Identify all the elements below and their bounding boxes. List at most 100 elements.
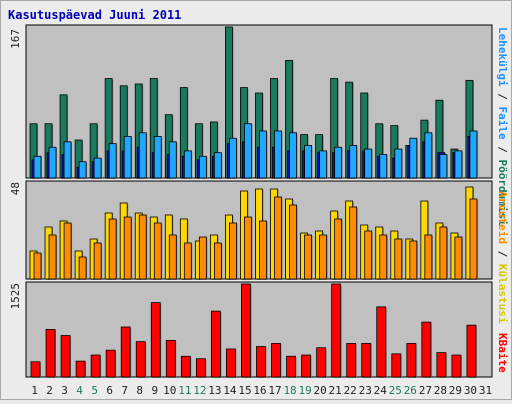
x-axis-ticks: 1 2 3 4 5 6 7 8 9 10 11 12 13 14 15 16 17 18 19 20 21 22 23 24 2…: [31, 384, 492, 397]
bar-sites-day-29: [454, 236, 463, 280]
x-tick-label-26: 26: [404, 384, 417, 397]
bar-kbytes-day-5: [90, 354, 102, 378]
x-tick-label-24: 24: [374, 384, 388, 397]
bar-kbytes-day-21: [331, 283, 342, 378]
x-tick-label-10: 10: [163, 384, 176, 397]
bar-kbytes-day-12: [195, 358, 207, 378]
legend-part-3: Külastusi: [496, 264, 509, 324]
bar-files-day-2: [48, 146, 58, 179]
x-tick-label-25: 25: [389, 384, 402, 397]
bar-kbytes-day-29: [451, 354, 462, 378]
bar-kbytes-day-11: [180, 355, 192, 378]
bar-kbytes-day-28: [436, 352, 447, 378]
x-tick-label-3: 3: [61, 384, 68, 397]
x-tick-label-31: 31: [479, 384, 492, 397]
bar-sites-day-1: [33, 252, 42, 280]
bar-kbytes-day-14: [226, 348, 237, 378]
bar-files-day-15: [244, 123, 253, 179]
bar-files-day-19: [304, 145, 313, 179]
bar-files-day-23: [364, 148, 373, 179]
x-tick-label-1: 1: [31, 384, 38, 397]
bar-kbytes-day-19: [301, 354, 312, 378]
bar-sites-day-13: [213, 242, 223, 280]
legend-part-1: KBaite: [496, 333, 509, 373]
bar-sites-day-10: [168, 234, 178, 280]
bar-sites-day-20: [319, 234, 328, 280]
bar-sites-day-26: [409, 240, 418, 280]
bar-sites-day-21: [334, 218, 343, 280]
bar-files-day-22: [349, 145, 358, 179]
x-tick-label-9: 9: [151, 384, 158, 397]
bar-kbytes-day-7: [120, 326, 132, 378]
bar-files-day-18: [289, 132, 298, 179]
bar-kbytes-day-23: [361, 343, 372, 378]
bar-sites-day-11: [183, 242, 193, 280]
bar-kbytes-day-25: [391, 353, 402, 378]
bar-files-day-20: [319, 150, 328, 179]
bar-sites-day-9: [153, 222, 163, 280]
legend-part-1: Arvuteid: [496, 191, 509, 244]
x-tick-label-6: 6: [106, 384, 113, 397]
bar-files-day-28: [439, 154, 448, 179]
panel-2: [25, 180, 493, 280]
legend-middle: Arvuteid / Külastusi: [496, 191, 509, 324]
bar-files-day-30: [469, 130, 478, 179]
bar-files-day-25: [394, 148, 403, 179]
bar-sites-day-22: [349, 206, 358, 280]
bar-files-day-17: [274, 130, 283, 179]
bar-files-day-7: [123, 136, 133, 179]
bar-kbytes-day-15: [241, 283, 252, 378]
bar-kbytes-day-3: [60, 335, 72, 378]
legend-part-3: Faile: [496, 106, 509, 139]
x-tick-label-7: 7: [121, 384, 128, 397]
bar-files-day-8: [138, 132, 148, 179]
x-tick-label-4: 4: [76, 384, 83, 397]
bar-sites-day-3: [63, 222, 73, 280]
bar-files-day-29: [454, 150, 463, 179]
bar-kbytes-day-4: [75, 360, 87, 378]
bar-sites-day-30: [469, 198, 478, 280]
bar-sites-day-15: [244, 216, 253, 280]
x-tick-label-20: 20: [314, 384, 327, 397]
bar-sites-day-5: [93, 242, 103, 280]
x-tick-label-8: 8: [136, 384, 143, 397]
bar-sites-day-16: [259, 220, 268, 280]
bar-sites-day-6: [108, 218, 118, 280]
bar-kbytes-day-2: [45, 329, 57, 378]
bar-sites-day-25: [394, 238, 403, 280]
bar-files-day-26: [409, 137, 418, 179]
x-tick-label-23: 23: [359, 384, 372, 397]
panel-3: [25, 281, 493, 378]
x-tick-label-5: 5: [91, 384, 98, 397]
x-tick-label-2: 2: [46, 384, 53, 397]
bar-sites-day-14: [229, 222, 238, 280]
y-max-label-top: 167: [9, 29, 22, 49]
bar-kbytes-day-8: [135, 341, 147, 378]
x-tick-label-19: 19: [298, 384, 311, 397]
bar-sites-day-4: [78, 256, 88, 280]
bar-files-day-21: [334, 146, 343, 179]
bar-files-day-16: [259, 130, 268, 179]
bar-sites-day-24: [379, 234, 388, 280]
bar-sites-day-2: [48, 234, 58, 280]
bar-sites-day-19: [304, 234, 313, 280]
bar-kbytes-day-18: [286, 355, 297, 378]
bar-files-day-4: [78, 161, 88, 179]
bar-files-day-24: [379, 154, 388, 179]
bar-sites-day-8: [138, 214, 148, 280]
bar-kbytes-day-27: [421, 321, 432, 378]
x-tick-label-29: 29: [449, 384, 462, 397]
legend-part-1: Lehekülgi: [496, 27, 509, 87]
chart-panels: [25, 24, 493, 378]
legend-top: Lehekülgi / Faile / Pöördumisi: [496, 27, 509, 226]
bar-kbytes-day-24: [376, 306, 387, 378]
bar-kbytes-day-26: [406, 343, 417, 378]
bar-kbytes-day-9: [150, 302, 162, 378]
bar-kbytes-day-13: [210, 310, 222, 378]
bar-files-day-11: [183, 150, 193, 179]
bar-sites-day-12: [198, 236, 208, 280]
bar-sites-day-17: [274, 196, 283, 280]
x-tick-label-15: 15: [238, 384, 251, 397]
y-max-label-bottom: 1525: [9, 283, 22, 310]
